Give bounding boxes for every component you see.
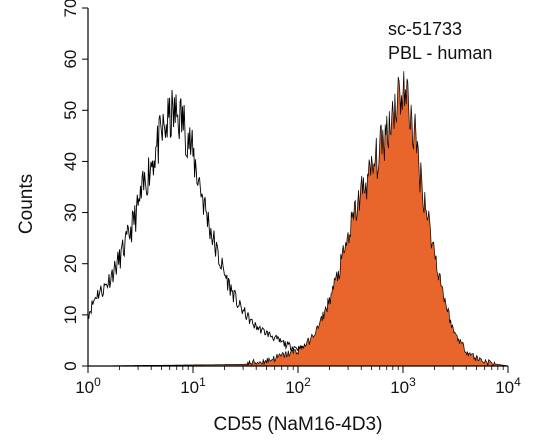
- x-tick-label: 102: [285, 375, 311, 397]
- y-tick-label: 40: [61, 152, 80, 171]
- annotation-sample: PBL - human: [388, 43, 492, 63]
- y-tick-label: 70: [61, 0, 80, 17]
- tick-marks: [82, 7, 509, 373]
- y-tick-label: 50: [61, 101, 80, 120]
- x-tick-label: 100: [75, 375, 101, 397]
- x-tick-label: 103: [390, 375, 416, 397]
- x-tick-label: 104: [495, 375, 521, 397]
- y-tick-label: 10: [61, 305, 80, 324]
- y-tick-label: 60: [61, 50, 80, 69]
- x-tick-label: 101: [180, 375, 206, 397]
- annotation-catalog-number: sc-51733: [388, 19, 462, 39]
- plot-area: [87, 71, 509, 367]
- y-tick-label: 20: [61, 254, 80, 273]
- y-axis-label: Counts: [16, 174, 37, 234]
- y-tick-label: 0: [61, 361, 80, 370]
- y-tick-label: 30: [61, 203, 80, 222]
- series-filled-histogram: [88, 71, 509, 367]
- x-axis-label: CD55 (NaM16-4D3): [214, 414, 383, 435]
- tick-labels: 0 10 20 30 40 50 60 70 100 101 102 103 104: [61, 0, 521, 397]
